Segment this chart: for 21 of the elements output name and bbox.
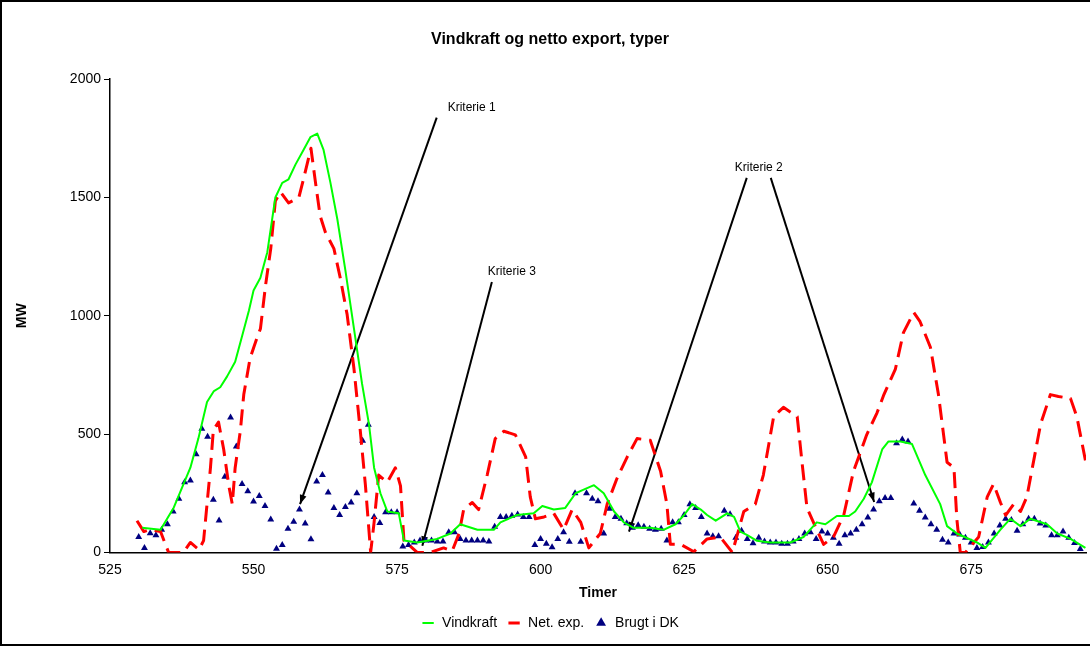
y-tick-label: 500: [77, 424, 102, 441]
annotation: Kriterie 2: [734, 160, 784, 175]
x-tick-label: 600: [528, 560, 553, 577]
legend-label: Brugt i DK: [615, 613, 680, 630]
x-tick-label: 575: [385, 560, 409, 577]
y-tick-label: 1000: [69, 306, 102, 323]
y-axis-title: MW: [13, 302, 30, 329]
x-tick-label: 625: [672, 560, 697, 577]
x-axis-title: Timer: [579, 584, 618, 601]
x-tick-label: 525: [98, 560, 122, 577]
x-tick-label: 650: [815, 560, 840, 577]
annotation: Kriterie 3: [487, 264, 537, 279]
y-tick-label: 0: [93, 543, 102, 560]
x-tick-label: 550: [241, 560, 266, 577]
chart-title: Vindkraft og netto export, typer: [431, 30, 669, 48]
y-tick-label: 2000: [69, 70, 102, 87]
y-tick-label: 1500: [69, 188, 102, 205]
annotation: Kriterie 1: [447, 99, 497, 114]
x-tick-label: 675: [959, 560, 984, 577]
legend-label: Net. exp.: [528, 613, 585, 630]
legend-label: Vindkraft: [442, 613, 498, 630]
